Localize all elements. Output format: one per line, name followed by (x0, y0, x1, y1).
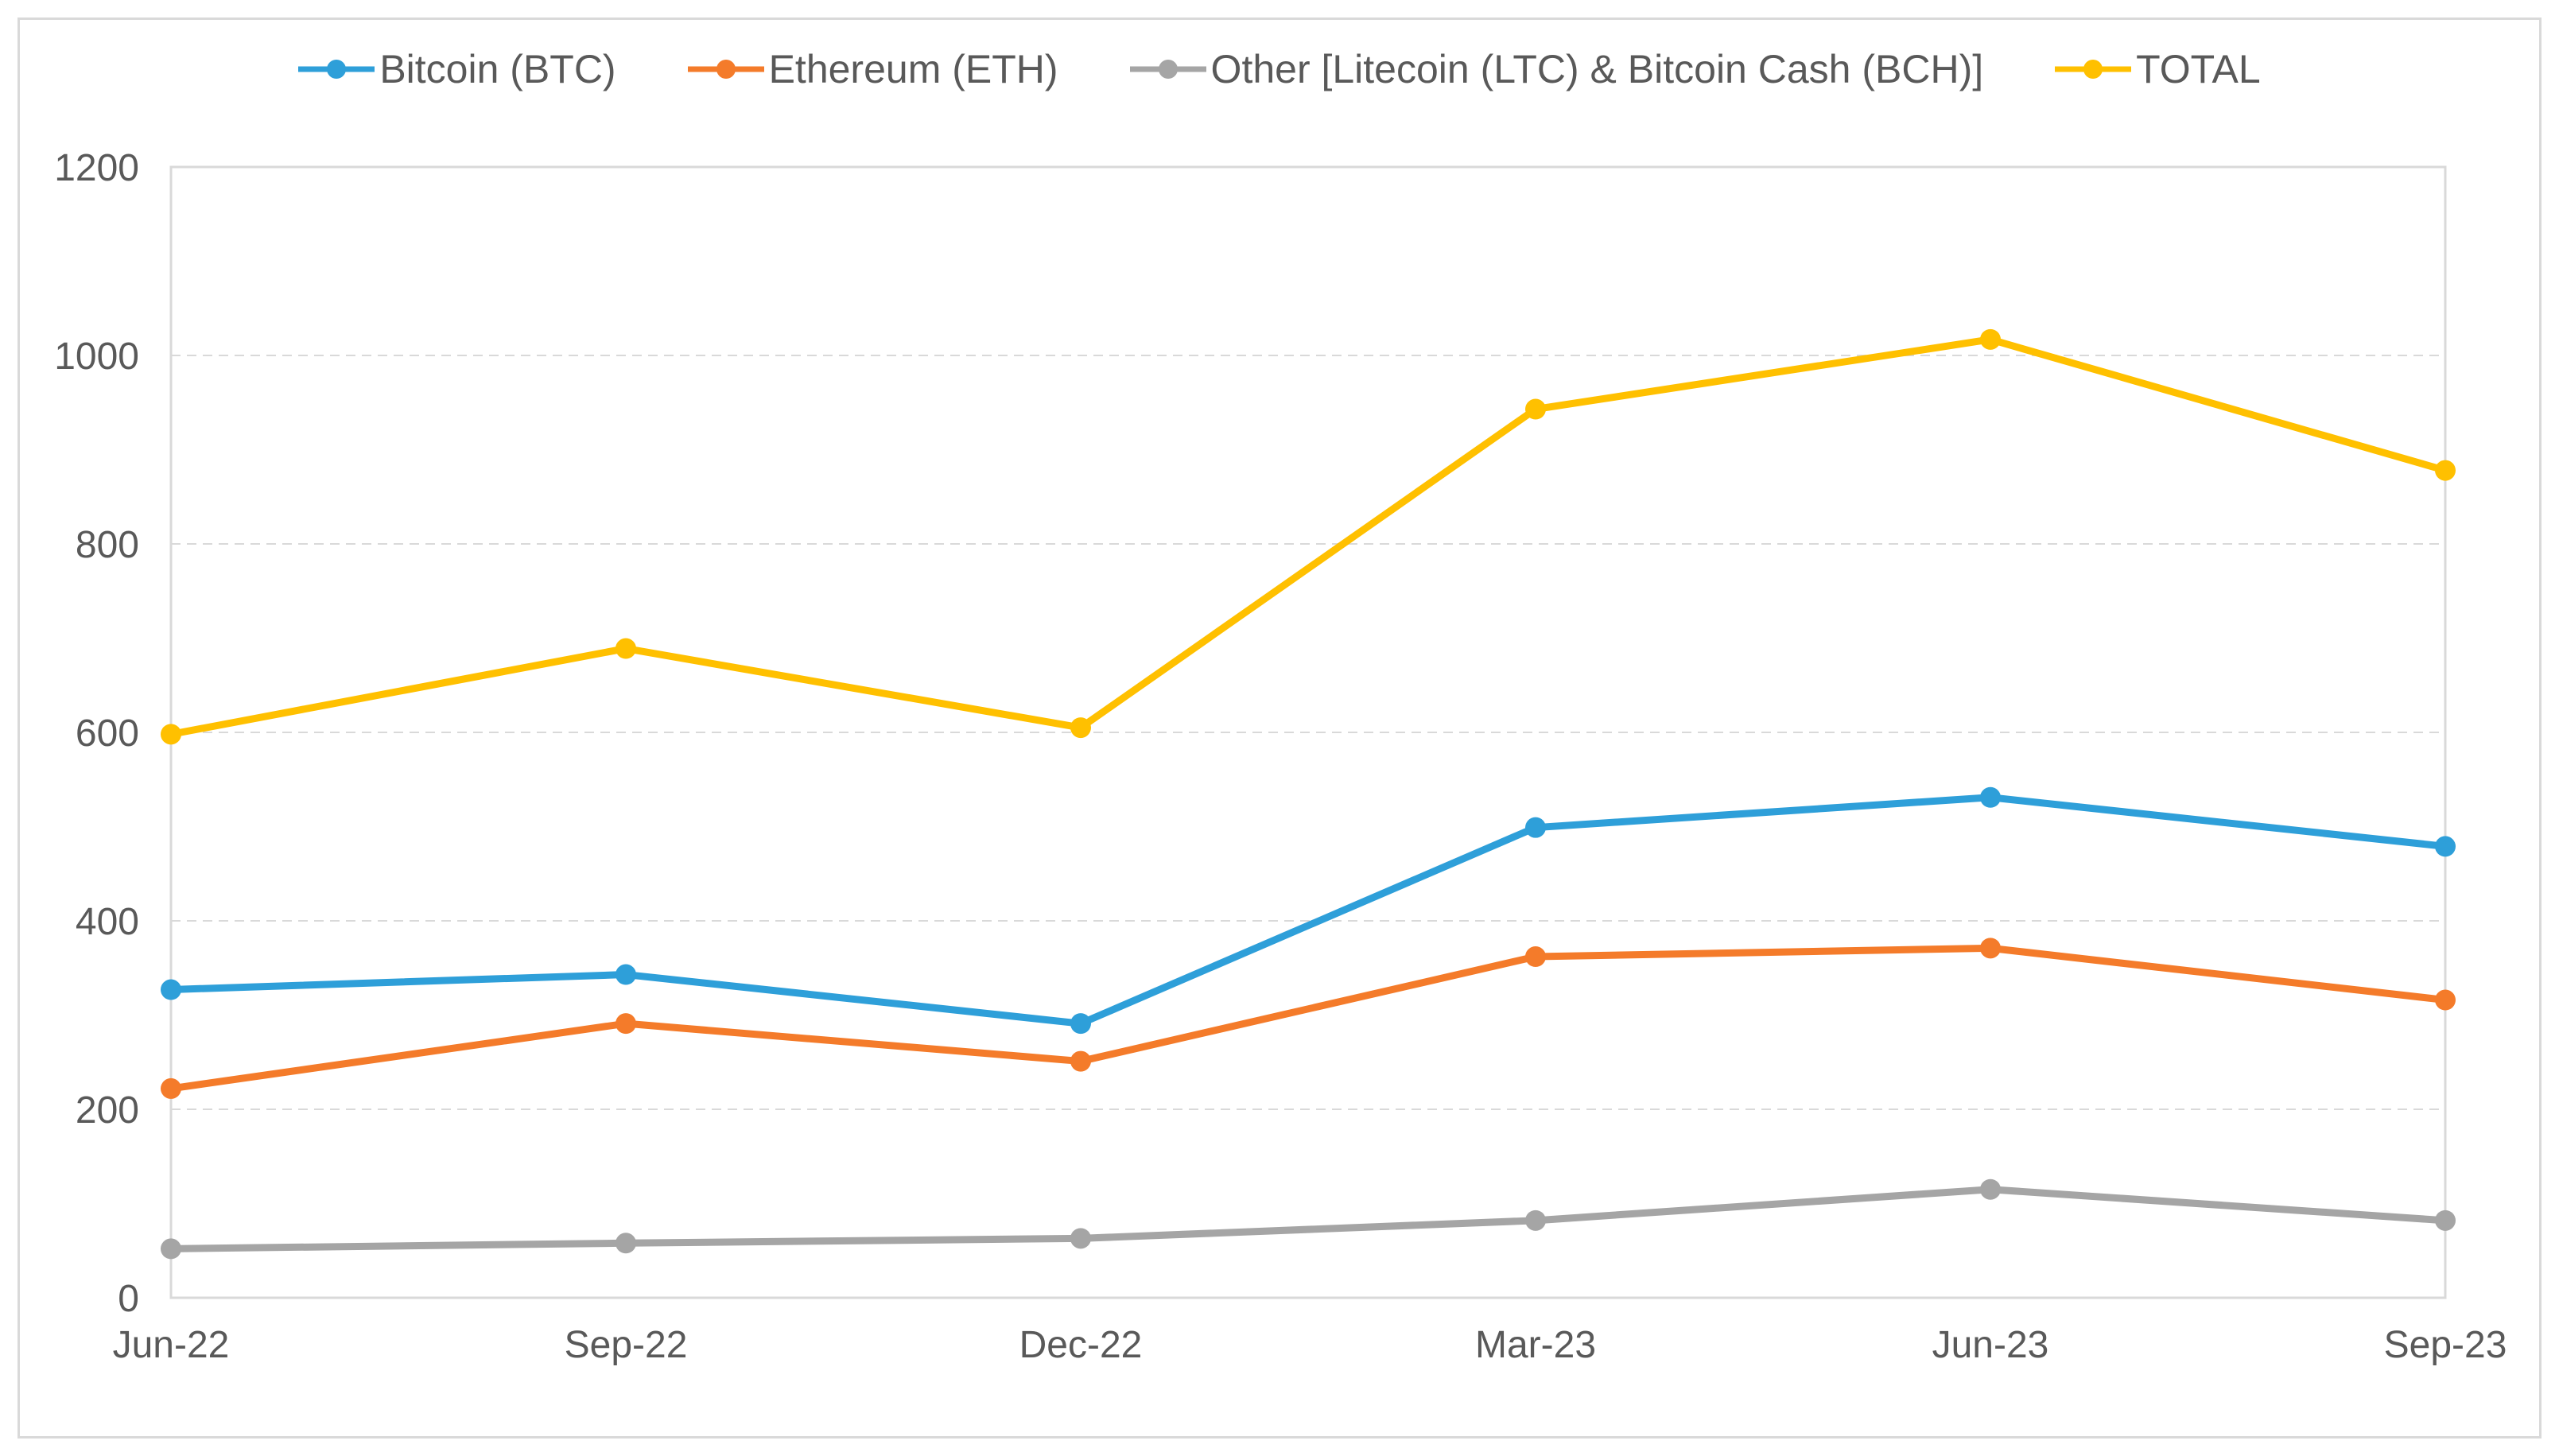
y-tick-label: 1000 (54, 336, 139, 378)
legend-item-eth: Ethereum (ETH) (687, 46, 1058, 92)
data-point (1980, 938, 2001, 959)
data-point (615, 1013, 636, 1035)
legend-item-total: TOTAL (2055, 46, 2261, 92)
y-tick-label: 1200 (54, 147, 139, 189)
data-point (615, 638, 636, 659)
data-point (161, 724, 181, 745)
data-point (1980, 786, 2001, 808)
y-tick-label: 400 (76, 901, 139, 943)
legend-item-other: Other [Litecoin (LTC) & Bitcoin Cash (BC… (1129, 46, 1984, 92)
legend-label-other: Other [Litecoin (LTC) & Bitcoin Cash (BC… (1210, 47, 1984, 91)
data-point (1070, 1013, 1091, 1035)
series-line (167, 336, 2449, 738)
data-point (615, 964, 636, 985)
data-point (2435, 989, 2456, 1011)
legend-label-total: TOTAL (2136, 47, 2261, 91)
x-tick-label: Dec-22 (1019, 1324, 1143, 1366)
data-point (1525, 398, 1546, 420)
legend-marker-btc-icon (298, 60, 375, 79)
series-line (167, 944, 2449, 1093)
data-point (2435, 1209, 2456, 1231)
y-tick-label: 600 (76, 712, 139, 755)
y-tick-label: 0 (118, 1278, 139, 1320)
legend-label-btc: Bitcoin (BTC) (379, 47, 616, 91)
data-point (1980, 328, 2001, 350)
data-point (161, 1077, 181, 1099)
data-point (1525, 1209, 1546, 1231)
data-point (1070, 1228, 1091, 1249)
legend-marker-total-icon (2055, 60, 2132, 79)
x-tick-label: Mar-23 (1475, 1324, 1596, 1366)
y-tick-label: 200 (76, 1089, 139, 1132)
x-tick-label: Jun-22 (113, 1324, 230, 1366)
series-line (167, 794, 2449, 1027)
x-tick-label: Sep-22 (565, 1324, 688, 1366)
legend-item-btc: Bitcoin (BTC) (298, 46, 616, 92)
data-point (1980, 1178, 2001, 1200)
data-point (161, 979, 181, 1000)
legend-marker-other-icon (1129, 60, 1206, 79)
x-tick-label: Sep-23 (2384, 1324, 2507, 1366)
data-point (1070, 717, 1091, 739)
data-point (2435, 836, 2456, 857)
series-line (167, 1186, 2449, 1252)
legend-marker-eth-icon (687, 60, 764, 79)
data-point (1070, 1050, 1091, 1072)
x-tick-label: Jun-23 (1932, 1324, 2049, 1366)
data-point (1525, 817, 1546, 838)
legend: Bitcoin (BTC) Ethereum (ETH) Other [Lite… (0, 41, 2559, 97)
y-tick-label: 800 (76, 524, 139, 566)
data-point (615, 1233, 636, 1254)
data-point (1525, 946, 1546, 968)
data-point (161, 1238, 181, 1260)
data-point (2435, 460, 2456, 481)
legend-label-eth: Ethereum (ETH) (768, 47, 1058, 91)
